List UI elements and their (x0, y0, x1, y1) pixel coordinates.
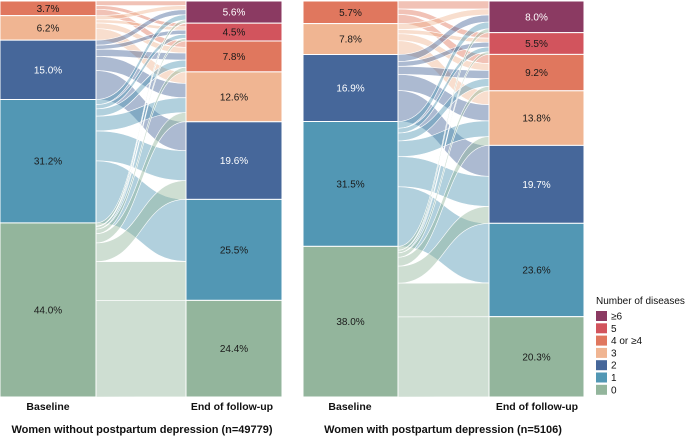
end-label-n4: 7.8% (223, 52, 246, 63)
panel-without-ppd: 3.7% 6.2% 15.0% 31.2% 44.0% 5.6% 4.5% 7.8% 12.6%… (0, 0, 283, 436)
end-bar-n2 (488, 144, 585, 224)
bars-with-ppd: 5.7% 7.8% 16.9% 31.5% 38.0% 8.0% 5.5% 9.2% 13.8%… (302, 0, 585, 398)
end-label-n2: 19.6% (220, 156, 248, 167)
baseline-bar-n0 (0, 222, 97, 398)
baseline-bar-n0 (302, 245, 399, 398)
legend-label-n1: 1 (611, 373, 617, 384)
end-label-n1: 25.5% (220, 245, 248, 256)
flows-without-ppd (95, 0, 187, 398)
baseline-bar-n3 (302, 23, 399, 56)
end-label-n5: 5.5% (525, 39, 548, 50)
legend-label-n2: 2 (611, 361, 617, 372)
legend-swatch-n4 (596, 335, 607, 346)
baseline-label-n0: 38.0% (336, 317, 364, 328)
baseline-bar-n2 (0, 39, 97, 101)
legend-swatch-ge6 (596, 311, 607, 321)
legend-label-n4: 4 or ≥4 (611, 336, 642, 347)
end-bar-n0 (185, 299, 283, 398)
end-label-n4: 9.2% (525, 68, 548, 79)
end-bar-n2 (185, 121, 283, 200)
legend-swatch-n5 (596, 323, 607, 334)
flow-n0-to-n1 (95, 261, 187, 301)
end-label-ge6: 8.0% (525, 12, 548, 23)
baseline-label-n4: 3.7% (37, 4, 60, 15)
end-label-n0: 24.4% (220, 344, 248, 355)
end-bar-n1 (185, 198, 283, 301)
legend-label-n3: 3 (611, 348, 617, 359)
end-label-n5: 4.5% (223, 28, 246, 39)
stage-label-baseline-left: Baseline (26, 401, 69, 413)
legend: Number of diseases ≥654 or ≥43 210 (596, 296, 685, 396)
flows-with-ppd (397, 0, 490, 398)
baseline-label-n1: 31.2% (34, 157, 62, 168)
flow-n0-to-n0 (397, 316, 490, 398)
end-bar-n1 (488, 222, 585, 318)
legend-swatch-n3 (596, 347, 607, 358)
end-label-n2: 19.7% (522, 180, 550, 191)
baseline-bar-n1 (302, 121, 399, 247)
baseline-label-n4: 5.7% (339, 8, 362, 19)
legend-label-ge6: ≥6 (611, 312, 622, 323)
end-bar-n3 (488, 90, 585, 146)
panel-with-ppd: 5.7% 7.8% 16.9% 31.5% 38.0% 8.0% 5.5% 9.2% 13.8%… (302, 0, 585, 436)
legend-label-n5: 5 (611, 324, 617, 335)
flow-n0-to-n1 (397, 282, 490, 318)
baseline-bar-n1 (0, 99, 97, 224)
flow-n4-to-ge6 (397, 0, 490, 10)
bars-without-ppd: 3.7% 6.2% 15.0% 31.2% 44.0% 5.6% 4.5% 7.8% 12.6%… (0, 0, 283, 398)
baseline-label-n2: 16.9% (336, 84, 364, 95)
legend-label-n0: 0 (611, 385, 617, 396)
legend-swatch-n1 (596, 372, 607, 383)
panel-title-with-ppd: Women with postpartum depression (n=5106… (324, 424, 562, 436)
stage-label-end-left: End of follow-up (191, 401, 273, 413)
baseline-bar-n2 (302, 54, 399, 123)
end-label-ge6: 5.6% (223, 8, 246, 19)
baseline-label-n1: 31.5% (336, 179, 364, 190)
baseline-label-n0: 44.0% (34, 305, 62, 316)
baseline-label-n3: 6.2% (37, 23, 60, 34)
end-bar-n4 (185, 40, 283, 73)
end-bar-ge6 (488, 0, 585, 34)
panel-title-without-ppd: Women without postpartum depression (n=4… (11, 424, 272, 436)
end-label-n1: 23.6% (522, 266, 550, 277)
end-bar-n0 (488, 316, 585, 398)
flow-n0-to-n0 (95, 300, 187, 398)
end-label-n0: 20.3% (522, 352, 550, 363)
legend-swatch-n0 (596, 384, 607, 395)
legend-title: Number of diseases (596, 296, 685, 307)
baseline-label-n2: 15.0% (34, 65, 62, 76)
baseline-label-n3: 7.8% (339, 35, 362, 46)
flow-n4-to-ge6 (95, 0, 187, 6)
legend-swatch-n2 (596, 360, 607, 371)
end-label-n3: 13.8% (522, 114, 550, 125)
end-label-n3: 12.6% (220, 92, 248, 103)
end-bar-n3 (185, 71, 283, 123)
stage-label-end-right: End of follow-up (496, 401, 578, 413)
stage-label-baseline-right: Baseline (328, 401, 371, 413)
